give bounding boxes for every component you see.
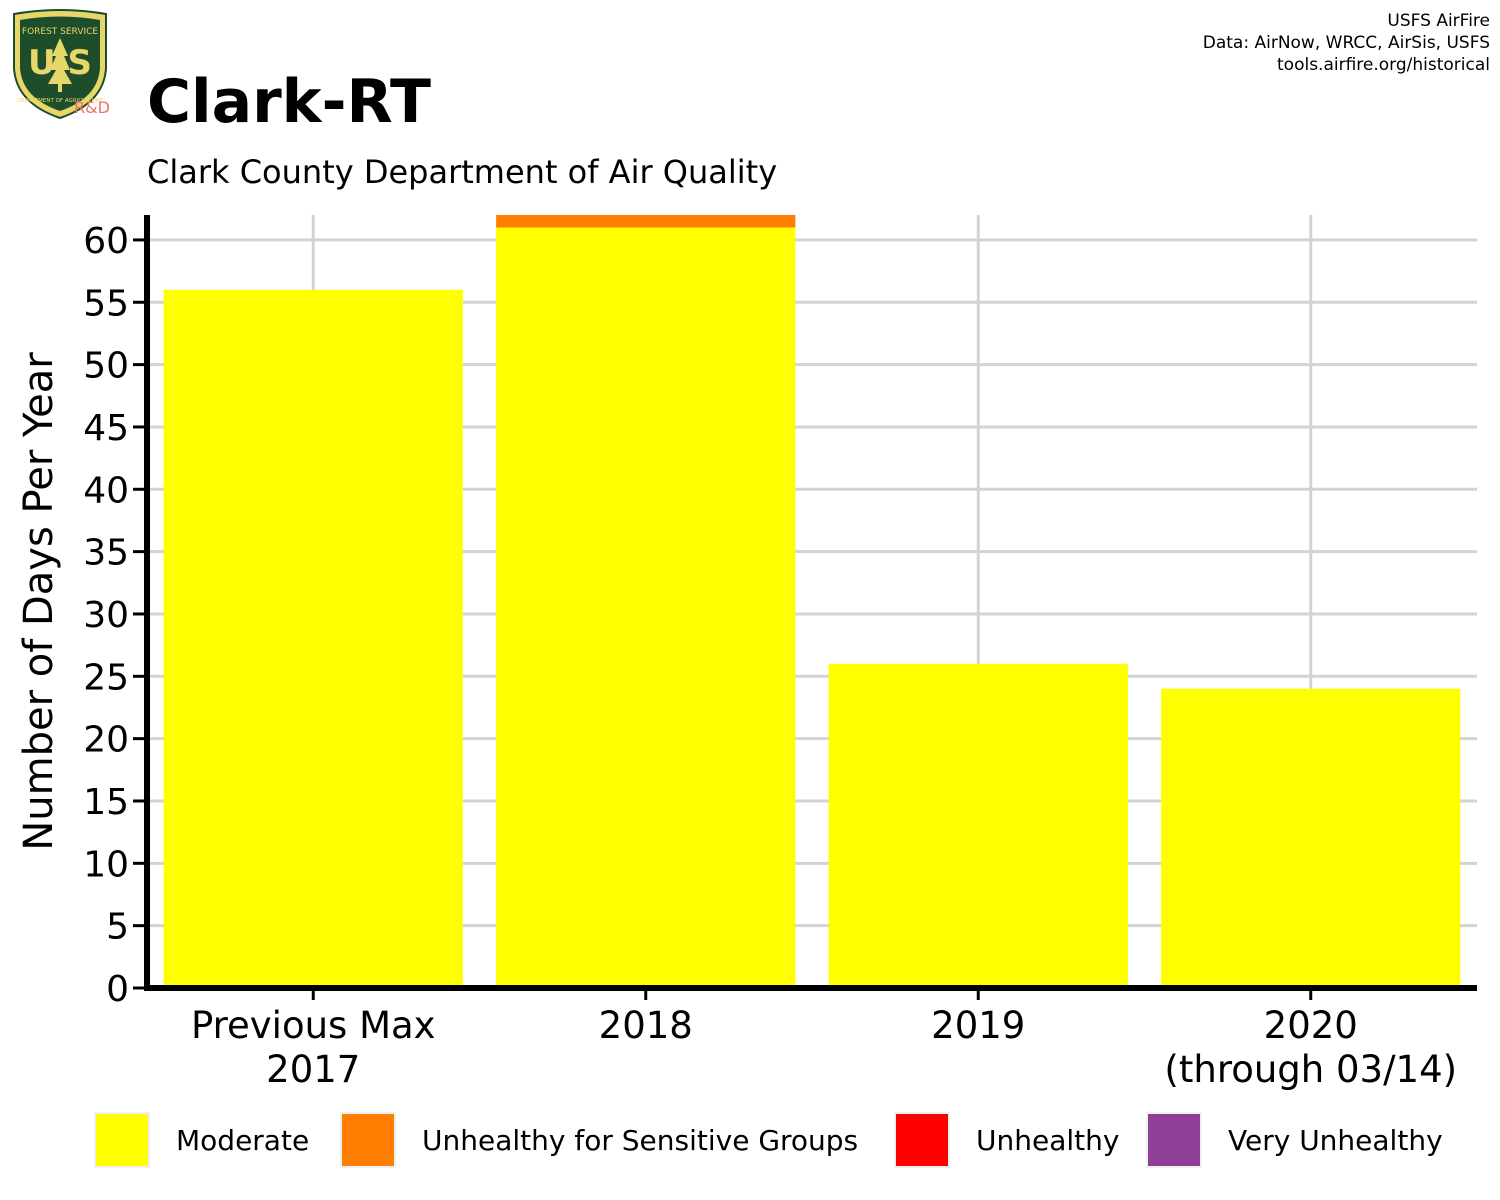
svg-text:DEPARTMENT OF AGRICULTURE: DEPARTMENT OF AGRICULTURE xyxy=(17,98,104,104)
legend-label: Unhealthy xyxy=(976,1123,1120,1157)
legend-item: Unhealthy xyxy=(894,1110,1119,1170)
legend-swatch xyxy=(894,1112,950,1168)
legend-swatch xyxy=(94,1112,150,1168)
legend: Moderate Unhealthy for Sensitive Groups Un… xyxy=(0,1110,1500,1172)
y-tick-label: 15 xyxy=(83,782,129,823)
legend-item: Very Unhealthy xyxy=(1146,1110,1443,1170)
y-tick-label: 10 xyxy=(83,844,129,885)
legend-item: Moderate xyxy=(94,1110,309,1170)
legend-label: Very Unhealthy xyxy=(1228,1123,1443,1157)
credit-line: tools.airfire.org/historical xyxy=(1277,55,1490,75)
bar xyxy=(1161,688,1461,988)
logo-suffix: R&D xyxy=(74,98,110,117)
legend-item: Unhealthy for Sensitive Groups xyxy=(340,1110,858,1170)
y-tick-label: 55 xyxy=(83,283,129,324)
y-tick-label: 50 xyxy=(83,346,129,387)
x-tick-label: 2020 (through 03/14) xyxy=(1164,1004,1457,1091)
y-tick-label: 35 xyxy=(83,533,129,574)
legend-swatch xyxy=(340,1112,396,1168)
y-tick-label: 60 xyxy=(83,221,129,262)
page-title: Clark-RT xyxy=(147,67,431,137)
y-tick-label: 45 xyxy=(83,408,129,449)
y-tick-label: 40 xyxy=(83,470,129,511)
page-subtitle: Clark County Department of Air Quality xyxy=(147,153,778,191)
x-tick-label: Previous Max 2017 xyxy=(191,1004,436,1091)
credit-line: USFS AirFire xyxy=(1387,11,1490,31)
y-tick-label: 20 xyxy=(83,720,129,761)
bar xyxy=(828,663,1128,988)
usfs-shield-icon: FOREST SERVICE U S DEPARTMENT OF AGRICUL… xyxy=(8,8,112,120)
y-tick-label: 30 xyxy=(83,595,129,636)
y-axis-title: Number of Days Per Year xyxy=(16,352,62,851)
legend-swatch xyxy=(1146,1112,1202,1168)
legend-label: Unhealthy for Sensitive Groups xyxy=(422,1123,859,1157)
x-tick-label: 2019 xyxy=(931,1004,1025,1047)
y-tick-label: 25 xyxy=(83,657,129,698)
svg-text:FOREST SERVICE: FOREST SERVICE xyxy=(22,27,99,37)
credits: USFS AirFire Data: AirNow, WRCC, AirSis,… xyxy=(1203,10,1490,76)
bar xyxy=(163,289,463,988)
bar xyxy=(496,215,796,228)
y-tick-label: 0 xyxy=(106,969,129,1010)
y-tick-label: 5 xyxy=(106,907,129,948)
bar-chart: 0 5 10 15 20 25 30 35 40 45 50 55 60 Previous Max 2017… xyxy=(16,215,1477,1091)
legend-label: Moderate xyxy=(176,1123,310,1157)
x-tick-label: 2018 xyxy=(599,1004,693,1047)
credit-line: Data: AirNow, WRCC, AirSis, USFS xyxy=(1202,33,1490,53)
bar xyxy=(496,227,796,988)
